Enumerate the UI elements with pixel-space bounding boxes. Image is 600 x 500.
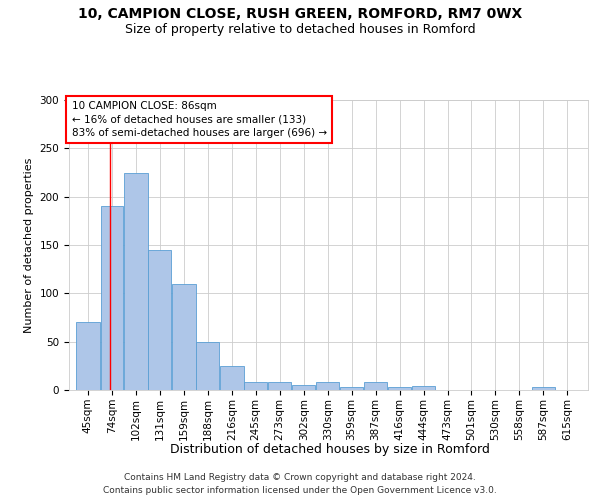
Text: 10, CAMPION CLOSE, RUSH GREEN, ROMFORD, RM7 0WX: 10, CAMPION CLOSE, RUSH GREEN, ROMFORD, …	[78, 8, 522, 22]
Bar	[340, 387, 363, 390]
Bar	[148, 250, 171, 390]
Bar	[76, 322, 100, 390]
Bar	[316, 382, 340, 390]
Bar	[292, 385, 315, 390]
Text: Contains public sector information licensed under the Open Government Licence v3: Contains public sector information licen…	[103, 486, 497, 495]
Bar	[412, 386, 436, 390]
Text: Contains HM Land Registry data © Crown copyright and database right 2024.: Contains HM Land Registry data © Crown c…	[124, 472, 476, 482]
Text: Size of property relative to detached houses in Romford: Size of property relative to detached ho…	[125, 22, 475, 36]
Bar	[101, 206, 123, 390]
Bar	[268, 382, 292, 390]
Text: Distribution of detached houses by size in Romford: Distribution of detached houses by size …	[170, 442, 490, 456]
Text: 10 CAMPION CLOSE: 86sqm
← 16% of detached houses are smaller (133)
83% of semi-d: 10 CAMPION CLOSE: 86sqm ← 16% of detache…	[71, 102, 327, 138]
Bar	[244, 382, 267, 390]
Bar	[532, 387, 555, 390]
Bar	[388, 387, 411, 390]
Bar	[220, 366, 244, 390]
Bar	[196, 342, 219, 390]
Bar	[124, 172, 148, 390]
Bar	[364, 382, 388, 390]
Bar	[172, 284, 196, 390]
Y-axis label: Number of detached properties: Number of detached properties	[24, 158, 34, 332]
